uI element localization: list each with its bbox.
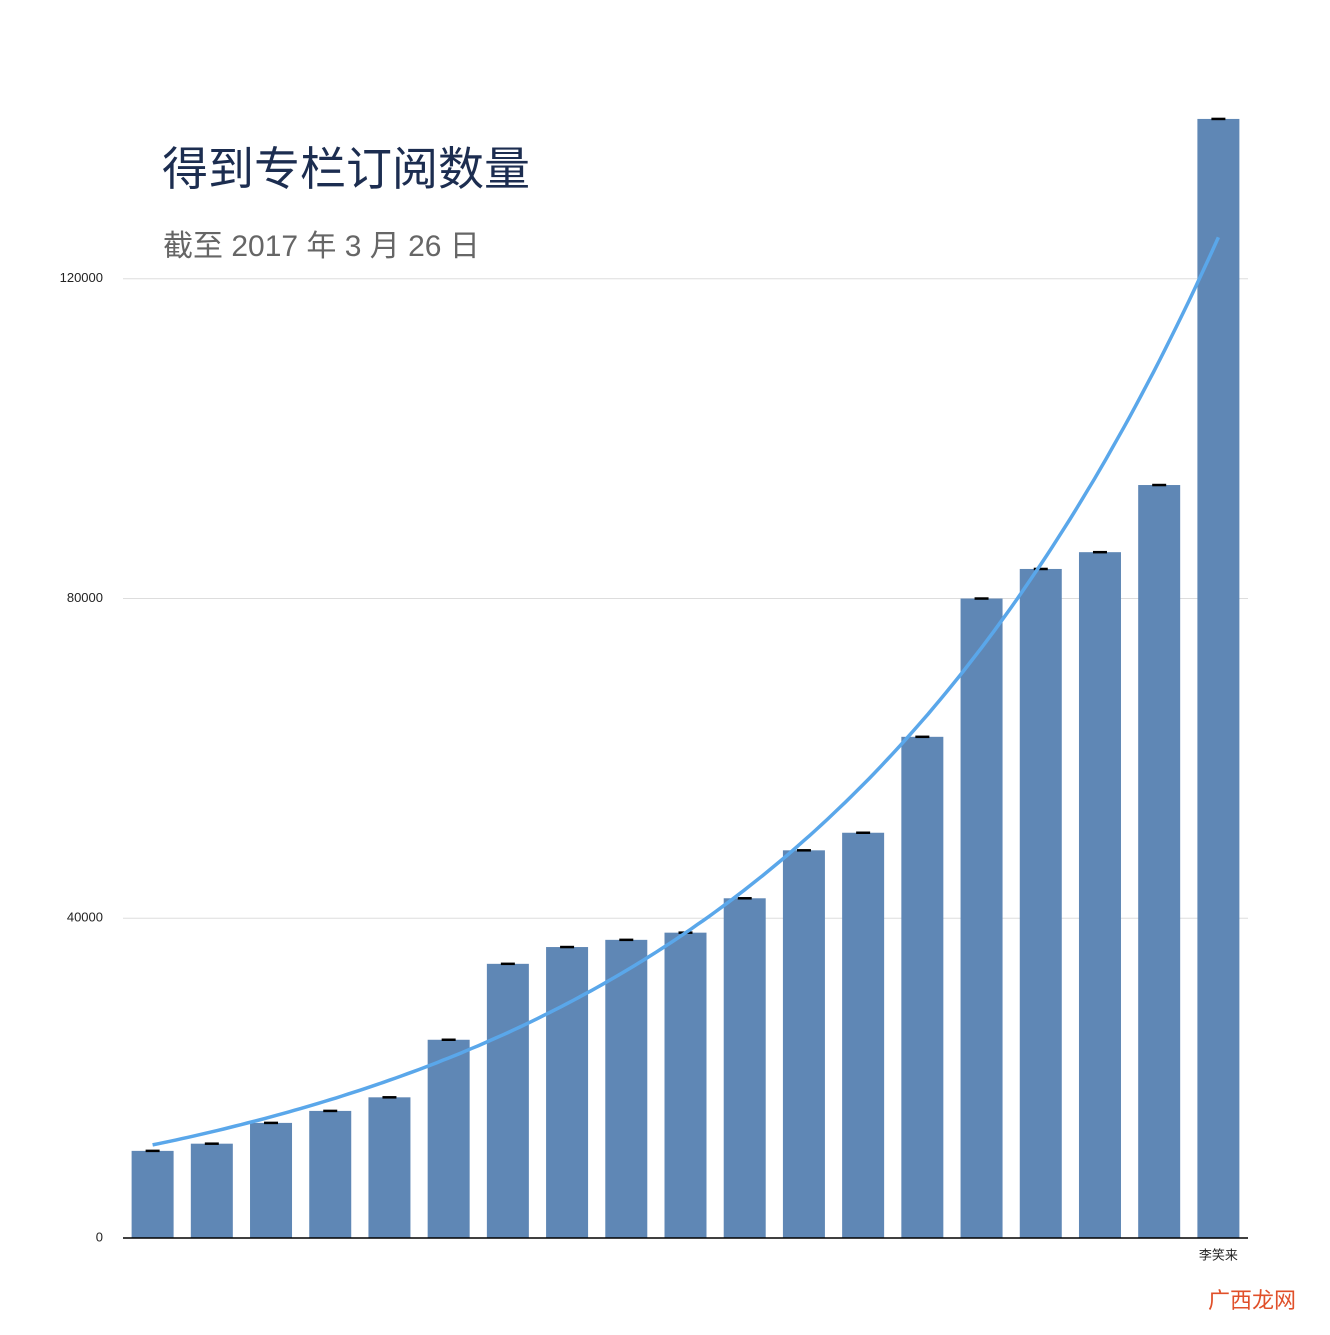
bar xyxy=(723,898,766,1238)
bar xyxy=(427,1039,470,1238)
bar xyxy=(546,947,589,1238)
y-tick-label: 120000 xyxy=(60,270,103,285)
chart-title: 得到专栏订阅数量 xyxy=(162,143,530,195)
bar xyxy=(842,832,885,1238)
trendline xyxy=(152,236,1220,1147)
bar xyxy=(782,850,825,1238)
bar xyxy=(368,1097,411,1238)
bar xyxy=(605,939,648,1238)
bar xyxy=(664,932,707,1238)
bar xyxy=(1138,485,1181,1238)
bar xyxy=(131,1150,174,1238)
bar xyxy=(1197,118,1240,1238)
bar xyxy=(309,1110,352,1238)
watermark: 广西龙网 xyxy=(1208,1288,1296,1313)
x-tick-label: 李笑来 xyxy=(1199,1247,1238,1262)
bar xyxy=(486,963,529,1238)
bar xyxy=(190,1143,233,1238)
y-tick-label: 80000 xyxy=(67,590,103,605)
bar xyxy=(250,1122,293,1238)
bar xyxy=(960,598,1003,1238)
y-tick-label: 40000 xyxy=(67,910,103,925)
bar xyxy=(901,736,944,1238)
bar xyxy=(1019,568,1062,1238)
y-tick-label: 0 xyxy=(96,1229,103,1244)
bar xyxy=(1078,552,1121,1238)
chart-subtitle: 截至 2017 年 3 月 26 日 xyxy=(163,230,480,263)
